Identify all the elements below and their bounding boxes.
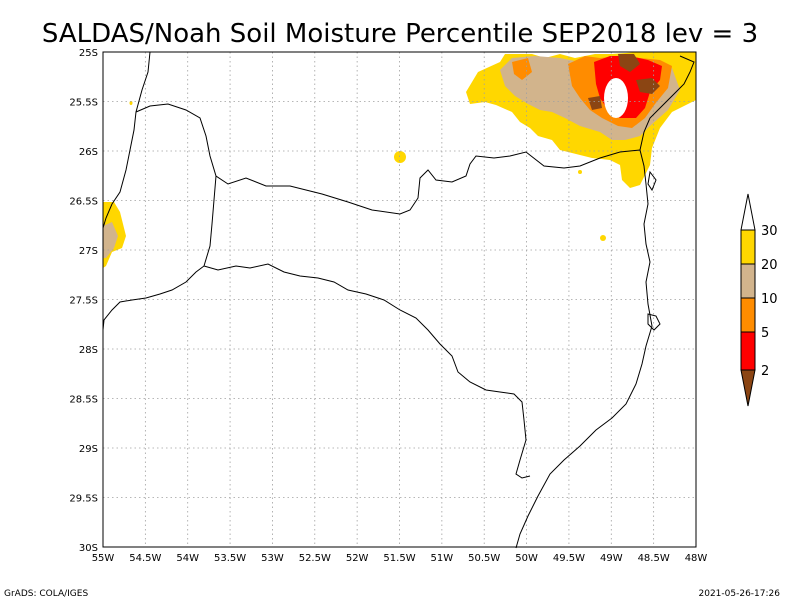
x-tick-label: 51.5W xyxy=(383,553,415,564)
footer-timestamp: 2021-05-26-17:26 xyxy=(699,589,781,599)
x-tick-label: 50W xyxy=(515,553,538,564)
state-border-mid xyxy=(102,175,217,331)
colorbar-label-10: 10 xyxy=(761,292,778,307)
y-axis-ticks: 25S 25.5S 26S 26.5S 27S 27.5S 28S 28.5S 29S 29.5S… xyxy=(69,48,98,554)
colorbar-label-2: 2 xyxy=(761,364,769,379)
y-tick-label: 29S xyxy=(79,444,98,455)
shade-ne-brown-2 xyxy=(636,78,660,94)
map-title: SALDAS/Noah Soil Moisture Percentile SEP… xyxy=(42,19,758,49)
y-tick-label: 26.5S xyxy=(69,197,98,208)
shade-white-hole xyxy=(604,78,628,118)
x-tick-label: 48.5W xyxy=(638,553,670,564)
y-tick-label: 27S xyxy=(79,246,98,257)
colorbar-cap-top xyxy=(740,193,756,231)
shade-spot-3 xyxy=(129,101,133,105)
coastline xyxy=(515,149,653,549)
boundaries xyxy=(102,51,695,549)
shade-ne-orange-2 xyxy=(512,58,532,80)
shade-spot-1 xyxy=(394,151,406,163)
y-tick-label: 25.5S xyxy=(69,98,98,109)
y-tick-label: 29.5S xyxy=(69,494,98,505)
x-tick-label: 51W xyxy=(431,553,454,564)
x-tick-label: 49.5W xyxy=(553,553,585,564)
x-tick-label: 54.5W xyxy=(129,553,161,564)
colorbar-label-30: 30 xyxy=(761,224,778,239)
colorbar-bin-20-30 xyxy=(740,229,756,265)
island-2 xyxy=(647,170,657,192)
x-tick-label: 52.5W xyxy=(299,553,331,564)
x-tick-label: 55W xyxy=(92,553,115,564)
shade-spot-2 xyxy=(600,235,606,241)
map-frame xyxy=(102,51,697,548)
colorbar: 30 20 10 5 2 xyxy=(740,193,778,407)
colorbar-bin-2-5 xyxy=(740,331,756,371)
colorbar-label-5: 5 xyxy=(761,326,769,341)
shade-spot-4 xyxy=(578,170,582,174)
state-border-inner xyxy=(135,103,641,215)
island-1 xyxy=(647,313,661,331)
coastline-ne xyxy=(639,55,695,151)
y-tick-label: 25S xyxy=(79,48,98,59)
x-tick-label: 50.5W xyxy=(468,553,500,564)
x-tick-label: 53.5W xyxy=(214,553,246,564)
y-tick-label: 28.5S xyxy=(69,395,98,406)
x-tick-label: 49W xyxy=(600,553,623,564)
colorbar-bin-10-20 xyxy=(740,263,756,299)
graticule xyxy=(103,52,696,547)
y-tick-label: 28S xyxy=(79,345,98,356)
x-tick-label: 52W xyxy=(346,553,369,564)
y-tick-label: 27.5S xyxy=(69,296,98,307)
shade-ne-brown-3 xyxy=(588,96,602,110)
y-tick-label: 26S xyxy=(79,147,98,158)
x-tick-label: 54W xyxy=(176,553,199,564)
percentile-shading xyxy=(103,52,696,268)
y-tick-label: 30S xyxy=(79,543,98,554)
state-border-south xyxy=(203,263,531,479)
shade-west-tan xyxy=(103,222,118,258)
colorbar-label-20: 20 xyxy=(761,258,778,273)
state-border-west xyxy=(102,51,151,229)
footer-credit: GrADS: COLA/IGES xyxy=(4,589,88,599)
x-tick-label: 48W xyxy=(685,553,708,564)
colorbar-bin-5-10 xyxy=(740,297,756,333)
colorbar-cap-bottom xyxy=(740,369,756,407)
x-tick-label: 53W xyxy=(261,553,284,564)
x-axis-ticks: 55W 54.5W 54W 53.5W 53W 52.5W 52W 51.5W 51W 50.5W… xyxy=(92,553,708,564)
shade-ne-brown xyxy=(618,54,640,72)
